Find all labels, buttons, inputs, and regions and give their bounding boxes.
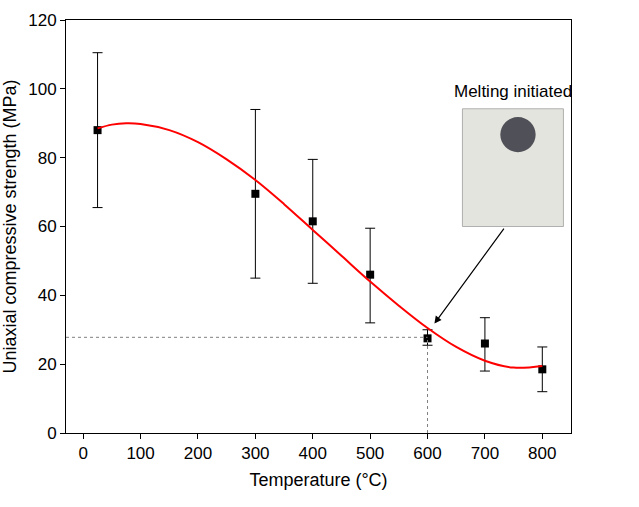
svg-text:600: 600 bbox=[413, 444, 441, 463]
svg-text:800: 800 bbox=[528, 444, 556, 463]
svg-text:20: 20 bbox=[38, 355, 57, 374]
svg-text:400: 400 bbox=[299, 444, 327, 463]
svg-text:120: 120 bbox=[28, 11, 56, 30]
svg-text:100: 100 bbox=[28, 80, 56, 99]
svg-text:0: 0 bbox=[47, 424, 56, 443]
svg-text:60: 60 bbox=[38, 217, 57, 236]
svg-text:100: 100 bbox=[126, 444, 154, 463]
svg-text:Uniaxial compressive strength: Uniaxial compressive strength (MPa) bbox=[0, 79, 20, 373]
svg-text:700: 700 bbox=[471, 444, 499, 463]
svg-text:200: 200 bbox=[184, 444, 212, 463]
svg-text:500: 500 bbox=[356, 444, 384, 463]
svg-text:0: 0 bbox=[78, 444, 87, 463]
svg-text:80: 80 bbox=[38, 149, 57, 168]
svg-text:Melting initiated: Melting initiated bbox=[454, 82, 572, 101]
svg-text:40: 40 bbox=[38, 286, 57, 305]
svg-text:Temperature (°C): Temperature (°C) bbox=[249, 470, 387, 490]
svg-text:300: 300 bbox=[241, 444, 269, 463]
